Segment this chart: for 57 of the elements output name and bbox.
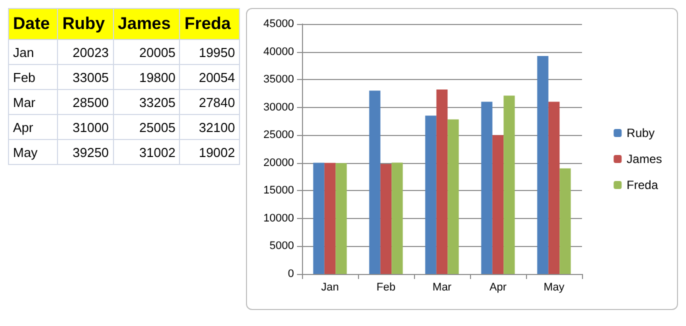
bar xyxy=(324,162,336,274)
bar xyxy=(436,90,448,274)
bar xyxy=(548,102,560,274)
x-tick-label: Mar xyxy=(432,282,452,294)
text: 19950 xyxy=(180,40,240,64)
x-tick-label: Jan xyxy=(321,282,339,294)
bar xyxy=(504,96,515,274)
text: 39250 xyxy=(58,140,114,164)
y-tick-label: 25000 xyxy=(263,129,294,142)
text: 20054 xyxy=(180,64,240,90)
y-tick-label: 35000 xyxy=(263,74,294,86)
text: Freda xyxy=(180,8,240,40)
text: 27840 xyxy=(180,90,240,114)
bar xyxy=(425,116,436,274)
y-tick-label: 10000 xyxy=(263,212,294,224)
x-tick-label: Feb xyxy=(376,282,396,294)
text: 28500 xyxy=(58,90,114,114)
text: 25005 xyxy=(113,114,180,140)
text: 31002 xyxy=(113,140,180,164)
bar xyxy=(560,168,571,274)
legend-label: Ruby xyxy=(626,126,655,140)
bar xyxy=(369,90,380,274)
text: Feb xyxy=(8,64,58,90)
y-tick-label: 40000 xyxy=(263,46,294,58)
y-tick-label: 0 xyxy=(288,268,294,280)
text: 32100 xyxy=(180,114,240,140)
bar xyxy=(392,162,403,274)
text: 19002 xyxy=(180,140,240,164)
text: Ruby xyxy=(58,8,114,40)
text: Mar xyxy=(8,90,58,114)
text: 31000 xyxy=(58,114,114,140)
bar xyxy=(492,135,504,274)
text: James xyxy=(113,8,180,40)
bar xyxy=(481,102,492,274)
bar xyxy=(537,56,548,274)
text: 33005 xyxy=(58,64,114,90)
legend-label: Freda xyxy=(626,178,658,192)
text: Date xyxy=(8,8,58,40)
text: 20005 xyxy=(113,40,180,64)
y-tick-label: 30000 xyxy=(263,101,294,114)
text: 19800 xyxy=(113,64,180,90)
x-tick-label: May xyxy=(544,282,565,294)
y-tick-label: 5000 xyxy=(270,240,294,252)
text: 33205 xyxy=(113,90,180,114)
legend-label: James xyxy=(626,152,662,166)
bar xyxy=(448,119,459,274)
x-tick-label: Apr xyxy=(489,282,507,294)
text: May xyxy=(8,140,58,164)
y-tick-label: 15000 xyxy=(263,184,294,197)
text: Jan xyxy=(8,40,58,64)
text: 20023 xyxy=(58,40,114,64)
bar xyxy=(380,164,392,274)
y-tick-label: 20000 xyxy=(263,156,294,169)
text: Apr xyxy=(8,114,58,140)
bar xyxy=(313,162,324,274)
y-tick-label: 45000 xyxy=(263,18,294,30)
bar xyxy=(336,163,347,274)
